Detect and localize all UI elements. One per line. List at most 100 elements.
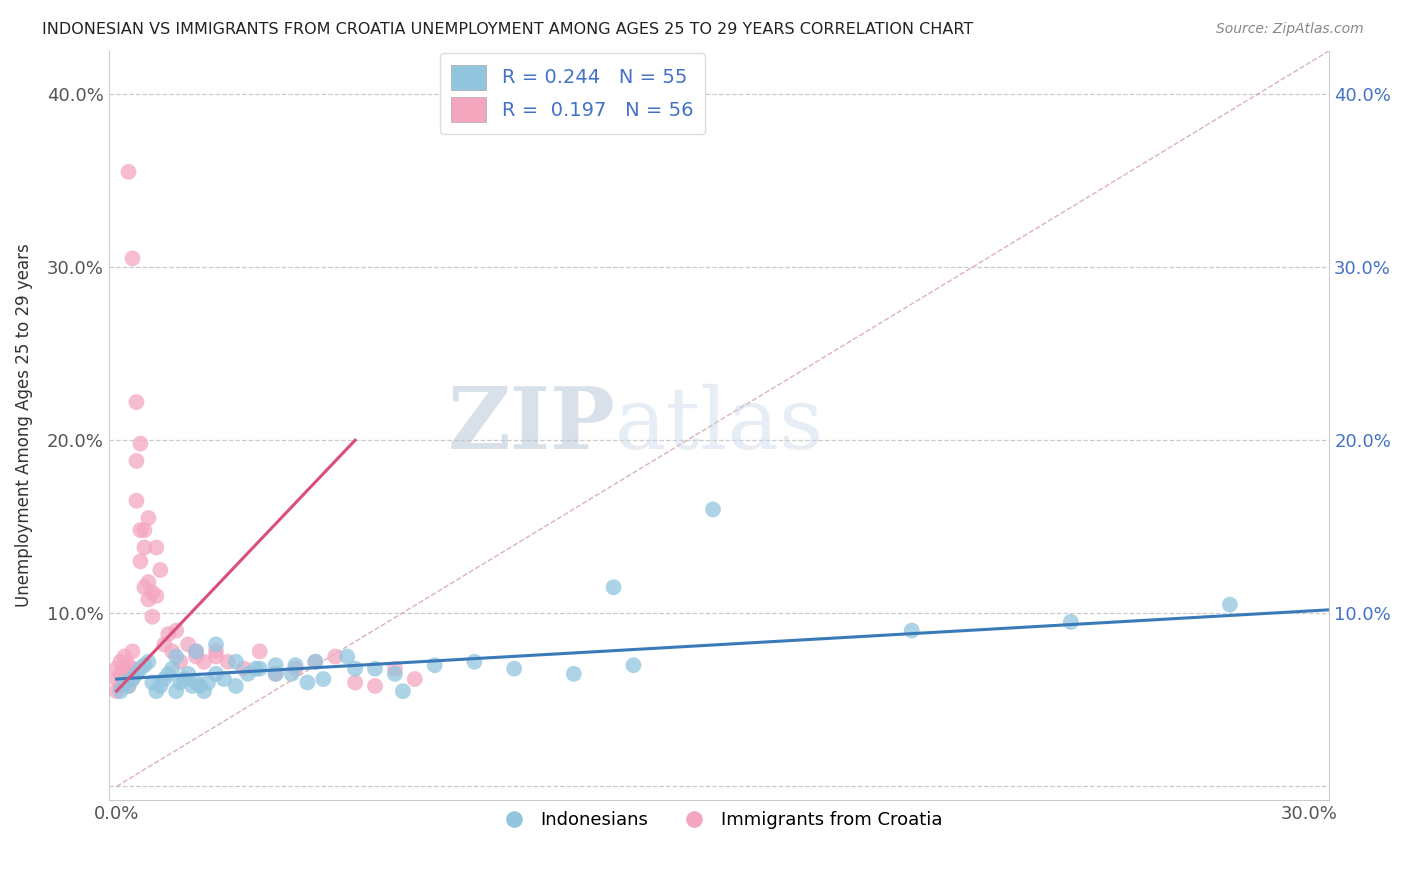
- Point: [162, 662, 184, 676]
- Point: [193, 684, 215, 698]
- Point: [404, 672, 426, 686]
- Point: [138, 511, 160, 525]
- Point: [149, 563, 172, 577]
- Point: [184, 644, 207, 658]
- Point: [264, 666, 287, 681]
- Point: [284, 658, 307, 673]
- Point: [110, 684, 132, 698]
- Y-axis label: Unemployment Among Ages 25 to 29 years: Unemployment Among Ages 25 to 29 years: [15, 244, 32, 607]
- Point: [364, 662, 387, 676]
- Point: [225, 679, 247, 693]
- Legend: Indonesians, Immigrants from Croatia: Indonesians, Immigrants from Croatia: [488, 804, 949, 836]
- Point: [264, 658, 287, 673]
- Point: [138, 592, 160, 607]
- Point: [138, 575, 160, 590]
- Point: [384, 666, 406, 681]
- Text: atlas: atlas: [616, 384, 824, 467]
- Point: [157, 666, 180, 681]
- Point: [205, 637, 228, 651]
- Point: [141, 675, 163, 690]
- Point: [249, 662, 271, 676]
- Point: [169, 655, 191, 669]
- Point: [562, 666, 585, 681]
- Point: [165, 649, 187, 664]
- Point: [110, 679, 132, 693]
- Point: [193, 655, 215, 669]
- Point: [114, 675, 136, 690]
- Point: [134, 658, 156, 673]
- Point: [232, 662, 254, 676]
- Point: [702, 502, 724, 516]
- Point: [169, 675, 191, 690]
- Point: [105, 662, 128, 676]
- Point: [236, 666, 259, 681]
- Point: [297, 675, 319, 690]
- Point: [114, 649, 136, 664]
- Point: [304, 655, 326, 669]
- Point: [105, 672, 128, 686]
- Point: [121, 672, 143, 686]
- Point: [364, 679, 387, 693]
- Point: [121, 252, 143, 266]
- Point: [623, 658, 645, 673]
- Point: [344, 662, 367, 676]
- Point: [264, 666, 287, 681]
- Point: [304, 655, 326, 669]
- Point: [129, 662, 152, 676]
- Point: [1060, 615, 1083, 629]
- Point: [134, 523, 156, 537]
- Point: [110, 655, 132, 669]
- Text: ZIP: ZIP: [447, 384, 616, 467]
- Point: [1219, 598, 1241, 612]
- Point: [117, 679, 139, 693]
- Point: [153, 672, 176, 686]
- Point: [125, 454, 148, 468]
- Point: [463, 655, 485, 669]
- Point: [423, 658, 446, 673]
- Point: [117, 165, 139, 179]
- Point: [145, 541, 167, 555]
- Point: [205, 649, 228, 664]
- Point: [141, 585, 163, 599]
- Point: [117, 658, 139, 673]
- Point: [145, 684, 167, 698]
- Point: [205, 666, 228, 681]
- Point: [125, 666, 148, 681]
- Point: [173, 672, 195, 686]
- Point: [249, 644, 271, 658]
- Point: [153, 637, 176, 651]
- Point: [129, 554, 152, 568]
- Point: [392, 684, 415, 698]
- Point: [197, 675, 219, 690]
- Point: [134, 580, 156, 594]
- Point: [384, 662, 406, 676]
- Point: [114, 675, 136, 690]
- Point: [125, 395, 148, 409]
- Point: [900, 624, 922, 638]
- Point: [129, 436, 152, 450]
- Point: [141, 609, 163, 624]
- Point: [105, 684, 128, 698]
- Text: Source: ZipAtlas.com: Source: ZipAtlas.com: [1216, 22, 1364, 37]
- Text: INDONESIAN VS IMMIGRANTS FROM CROATIA UNEMPLOYMENT AMONG AGES 25 TO 29 YEARS COR: INDONESIAN VS IMMIGRANTS FROM CROATIA UN…: [42, 22, 973, 37]
- Point: [212, 672, 235, 686]
- Point: [225, 655, 247, 669]
- Point: [110, 666, 132, 681]
- Point: [165, 624, 187, 638]
- Point: [114, 662, 136, 676]
- Point: [217, 655, 239, 669]
- Point: [129, 523, 152, 537]
- Point: [602, 580, 624, 594]
- Point: [125, 493, 148, 508]
- Point: [184, 675, 207, 690]
- Point: [145, 589, 167, 603]
- Point: [344, 675, 367, 690]
- Point: [188, 679, 211, 693]
- Point: [181, 679, 204, 693]
- Point: [312, 672, 335, 686]
- Point: [284, 662, 307, 676]
- Point: [117, 666, 139, 681]
- Point: [162, 644, 184, 658]
- Point: [177, 637, 200, 651]
- Point: [323, 649, 346, 664]
